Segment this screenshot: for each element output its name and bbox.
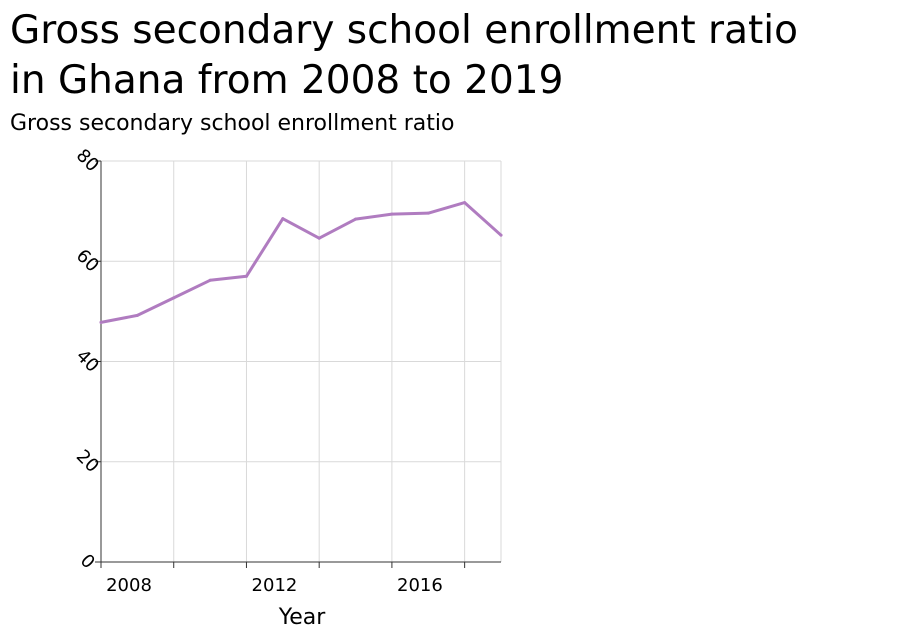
data-point — [208, 278, 212, 282]
data-point — [463, 201, 467, 205]
y-tick-label: 60 — [72, 245, 103, 276]
series-layer — [99, 201, 503, 324]
x-tick-label: 2008 — [106, 575, 152, 596]
data-point — [499, 233, 503, 237]
data-point — [390, 212, 394, 216]
data-point — [135, 313, 139, 317]
grid — [101, 160, 502, 562]
data-point — [426, 211, 430, 215]
x-tick-label: 2012 — [252, 575, 298, 596]
y-tick-label: 0 — [76, 550, 99, 573]
y-axis-label: Gross secondary school enrollment ratio — [10, 111, 455, 136]
data-point — [281, 217, 285, 221]
data-point — [99, 320, 103, 324]
y-tick-label: 80 — [72, 145, 103, 176]
chart-title: Gross secondary school enrollment ratio … — [10, 8, 798, 103]
y-tick-label: 40 — [72, 346, 103, 377]
x-axis-label: Year — [278, 605, 327, 630]
data-point — [354, 217, 358, 221]
y-tick-label: 20 — [72, 446, 103, 477]
data-point — [317, 236, 321, 240]
data-point — [244, 274, 248, 278]
series-line — [99, 201, 503, 324]
x-tick-label: 2016 — [397, 575, 443, 596]
data-point — [172, 296, 176, 300]
